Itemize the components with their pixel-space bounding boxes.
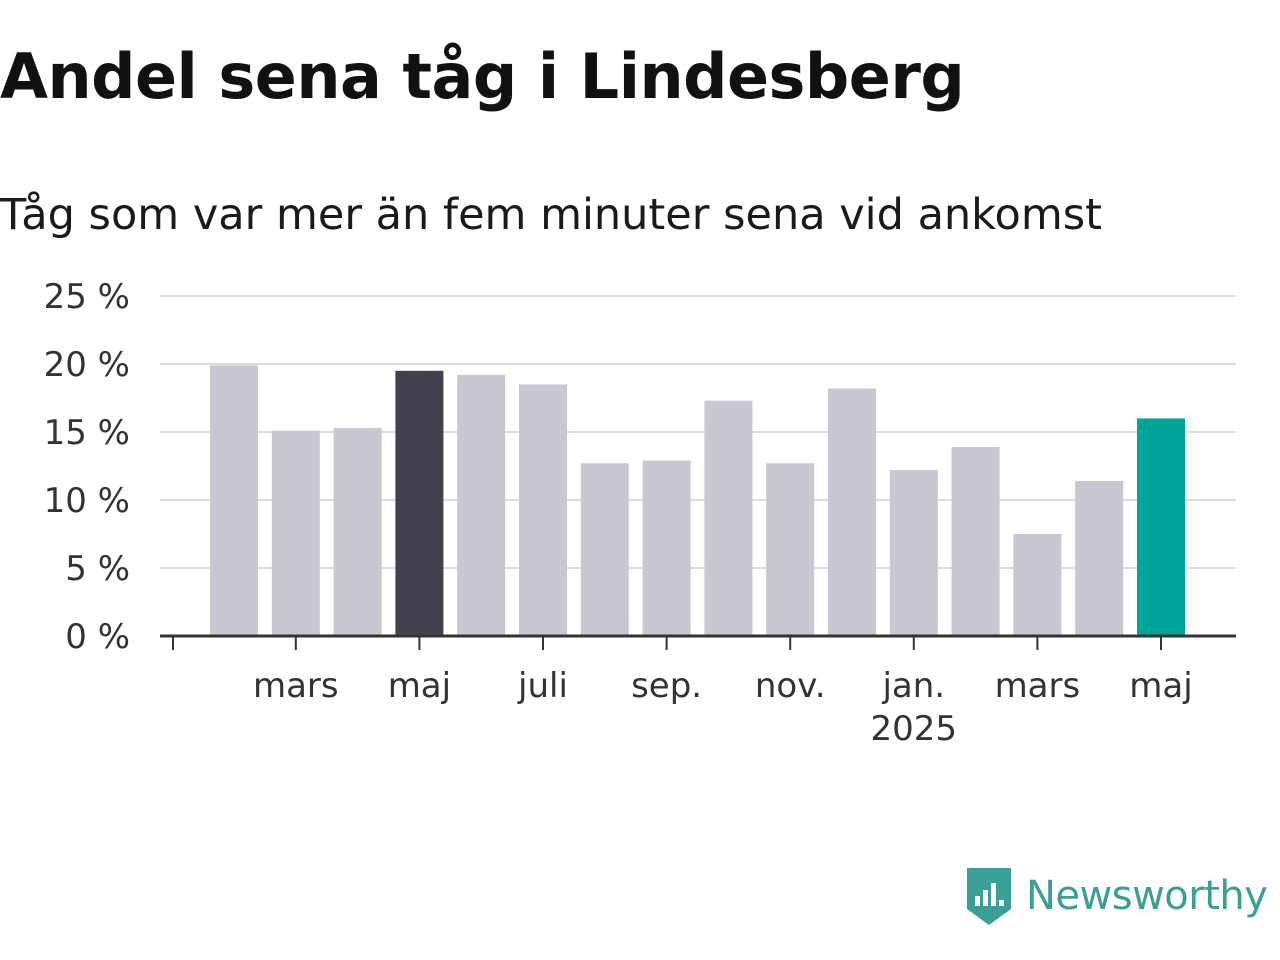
x-tick-label: maj	[388, 666, 451, 706]
brand: Newsworthy	[964, 864, 1268, 928]
bar	[766, 463, 815, 636]
bars	[210, 365, 1185, 636]
x-tick-label: maj	[1129, 666, 1192, 706]
chart-subtitle: Tåg som var mer än fem minuter sena vid …	[0, 190, 1103, 240]
x-tick-label: juli	[517, 666, 568, 706]
bar	[704, 400, 753, 636]
bar	[1075, 480, 1124, 636]
x-tick-label: sep.	[631, 666, 702, 706]
bar	[271, 430, 320, 636]
newsworthy-logo-icon	[967, 868, 1011, 925]
x-tick-sublabel: 2025	[871, 709, 958, 749]
bar	[951, 446, 1000, 636]
y-tick-label: 15 %	[44, 413, 130, 453]
bar	[828, 388, 876, 636]
bar	[395, 370, 444, 636]
y-tick-label: 10 %	[44, 481, 130, 521]
bar	[1137, 418, 1185, 636]
x-tick-label: jan.	[881, 666, 945, 706]
bar	[519, 384, 567, 636]
bar	[642, 460, 691, 636]
y-tick-label: 20 %	[44, 345, 130, 385]
tick-labels: 0 % 5 % 10 % 15 % 20 % 25 % mars maj juli sep. nov…	[44, 277, 1193, 749]
y-tick-label: 5 %	[65, 549, 130, 589]
bar	[889, 470, 938, 636]
chart-title: Andel sena tåg i Lindesberg	[0, 40, 965, 113]
x-tick-label: mars	[995, 666, 1081, 706]
bar	[333, 427, 382, 636]
y-tick-label: 0 %	[65, 617, 130, 657]
bar	[1013, 534, 1062, 636]
bar-chart: 0 % 5 % 10 % 15 % 20 % 25 % mars maj juli sep. nov…	[44, 277, 1236, 749]
bar	[457, 374, 506, 636]
x-axis	[160, 634, 1236, 650]
bar	[210, 365, 258, 636]
x-tick-label: nov.	[755, 666, 826, 706]
y-tick-label: 25 %	[44, 277, 130, 317]
brand-name: Newsworthy	[1026, 873, 1268, 919]
grid-lines	[160, 295, 1236, 569]
bar	[580, 463, 629, 636]
x-tick-label: mars	[253, 666, 339, 706]
